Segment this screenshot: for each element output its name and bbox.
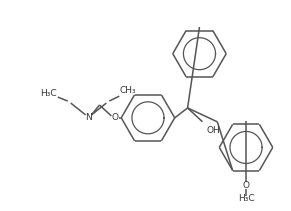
Text: O: O bbox=[112, 113, 119, 122]
Text: N: N bbox=[85, 113, 92, 122]
Text: H₃C: H₃C bbox=[40, 89, 56, 98]
Text: CH₃: CH₃ bbox=[120, 86, 136, 95]
Text: O: O bbox=[242, 181, 249, 190]
Text: OH: OH bbox=[206, 126, 220, 135]
Text: H₃C: H₃C bbox=[238, 194, 254, 203]
